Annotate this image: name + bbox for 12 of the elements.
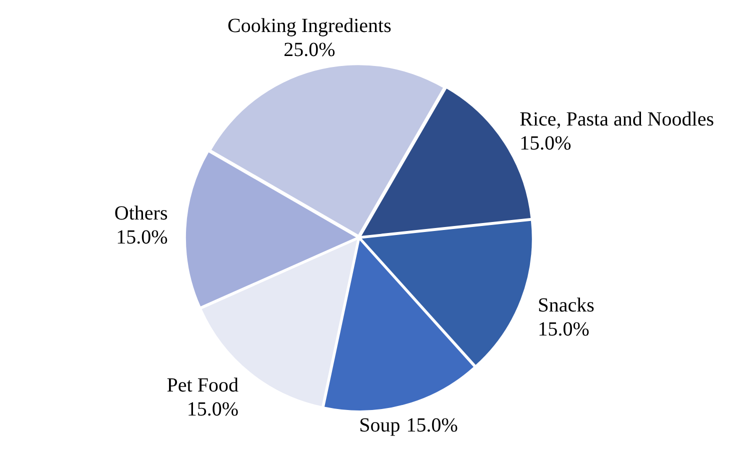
data-label: 15.0% bbox=[186, 398, 238, 421]
slice-label: Cooking Ingredients bbox=[228, 14, 392, 37]
slice-label: Pet Food bbox=[166, 374, 238, 397]
data-label: 25.0% bbox=[284, 38, 336, 61]
data-label: 15.0% bbox=[520, 132, 572, 154]
data-label: 15.0% bbox=[406, 414, 458, 437]
slice-label: Rice, Pasta and Noodles bbox=[520, 108, 714, 130]
slice-label: Others bbox=[114, 202, 168, 225]
data-label: 15.0% bbox=[116, 226, 168, 249]
data-label: 15.0% bbox=[538, 318, 590, 340]
slice-label: Snacks bbox=[538, 294, 595, 316]
slice-label: Soup bbox=[359, 414, 400, 437]
